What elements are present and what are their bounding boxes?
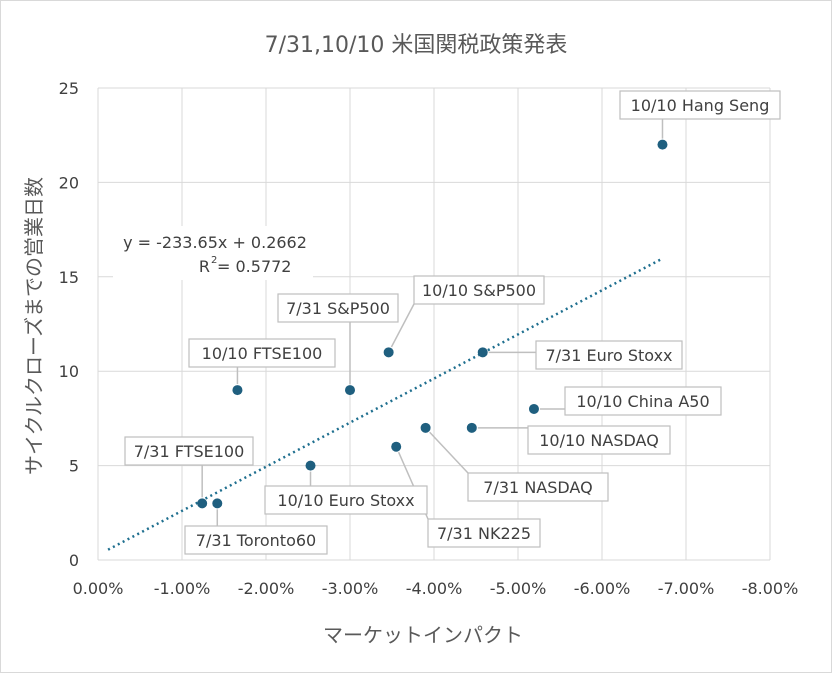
callout-box — [124, 436, 254, 466]
trend-r2-superscript: 2 — [211, 255, 217, 266]
trend-r2-symbol: R — [199, 257, 210, 276]
callout-box — [535, 340, 683, 370]
x-axis-ticks: 0.00% -1.00% -2.00% -3.00% -4.00% -5.00% -6.00… — [73, 579, 799, 598]
data-point — [528, 403, 539, 414]
x-tick-label: -7.00% — [658, 579, 715, 598]
data-point — [657, 139, 668, 150]
y-tick-label: 20 — [59, 173, 79, 192]
trend-equation: y = -233.65x + 0.2662 — [123, 233, 307, 252]
point-label: 10/10 China A50 — [576, 392, 709, 411]
trend-r2-value: = 0.5772 — [217, 257, 291, 276]
x-tick-label: -8.00% — [742, 579, 799, 598]
point-label: 10/10 NASDAQ — [539, 431, 659, 450]
callout-box — [564, 386, 722, 416]
y-tick-label: 5 — [69, 457, 79, 476]
point-label: 7/31 NASDAQ — [483, 478, 592, 497]
x-tick-label: -4.00% — [406, 579, 463, 598]
callout-box — [184, 525, 328, 555]
point-label: 7/31 Euro Stoxx — [545, 346, 672, 365]
data-points — [197, 139, 668, 509]
callout-box — [277, 293, 399, 323]
x-tick-label: -2.00% — [238, 579, 295, 598]
data-point — [212, 498, 223, 509]
callout-box — [527, 425, 671, 455]
x-axis-title: マーケットインパクト — [323, 623, 523, 647]
y-axis-title: サイクルクローズまでの営業日数 — [22, 177, 46, 475]
chart-title: 7/31,10/10 米国関税政策発表 — [265, 33, 568, 58]
y-tick-label: 25 — [59, 79, 79, 98]
point-label: 10/10 Hang Seng — [631, 96, 770, 115]
point-label: 10/10 S&P500 — [422, 281, 536, 300]
point-label: 7/31 S&P500 — [286, 299, 390, 318]
x-tick-label: -1.00% — [154, 579, 211, 598]
x-tick-label: -5.00% — [490, 579, 547, 598]
y-tick-label: 0 — [69, 551, 79, 570]
point-label: 7/31 FTSE100 — [134, 442, 245, 461]
trend-equation-box: y = -233.65x + 0.2662 R 2 = 0.5772 — [113, 226, 313, 280]
callout-box — [427, 518, 541, 548]
data-point — [466, 422, 477, 433]
point-label: 10/10 Euro Stoxx — [277, 491, 414, 510]
point-label: 10/10 FTSE100 — [202, 344, 323, 363]
data-point — [305, 460, 316, 471]
callout-leader — [390, 303, 415, 348]
callout-leader — [429, 431, 469, 474]
data-point — [383, 347, 394, 358]
data-point — [420, 422, 431, 433]
x-tick-label: 0.00% — [73, 579, 124, 598]
data-point — [391, 441, 402, 452]
data-point — [197, 498, 208, 509]
x-tick-label: -6.00% — [574, 579, 631, 598]
callout-box — [619, 90, 781, 120]
callouts: 10/10 Hang Seng 10/10 S&P500 7/31 Euro Sto… — [124, 90, 781, 555]
y-tick-label: 15 — [59, 268, 79, 287]
callout-box — [264, 485, 428, 515]
y-axis-ticks: 0 5 10 15 20 25 — [59, 79, 79, 570]
callout-box — [413, 275, 545, 305]
point-label: 7/31 Toronto60 — [196, 531, 316, 550]
point-label: 7/31 NK225 — [437, 524, 531, 543]
data-point — [232, 385, 243, 396]
y-tick-label: 10 — [59, 362, 79, 381]
data-point — [345, 385, 355, 396]
x-tick-label: -3.00% — [322, 579, 379, 598]
data-point — [477, 347, 488, 358]
callout-box — [467, 472, 609, 502]
callout-box — [188, 338, 336, 368]
